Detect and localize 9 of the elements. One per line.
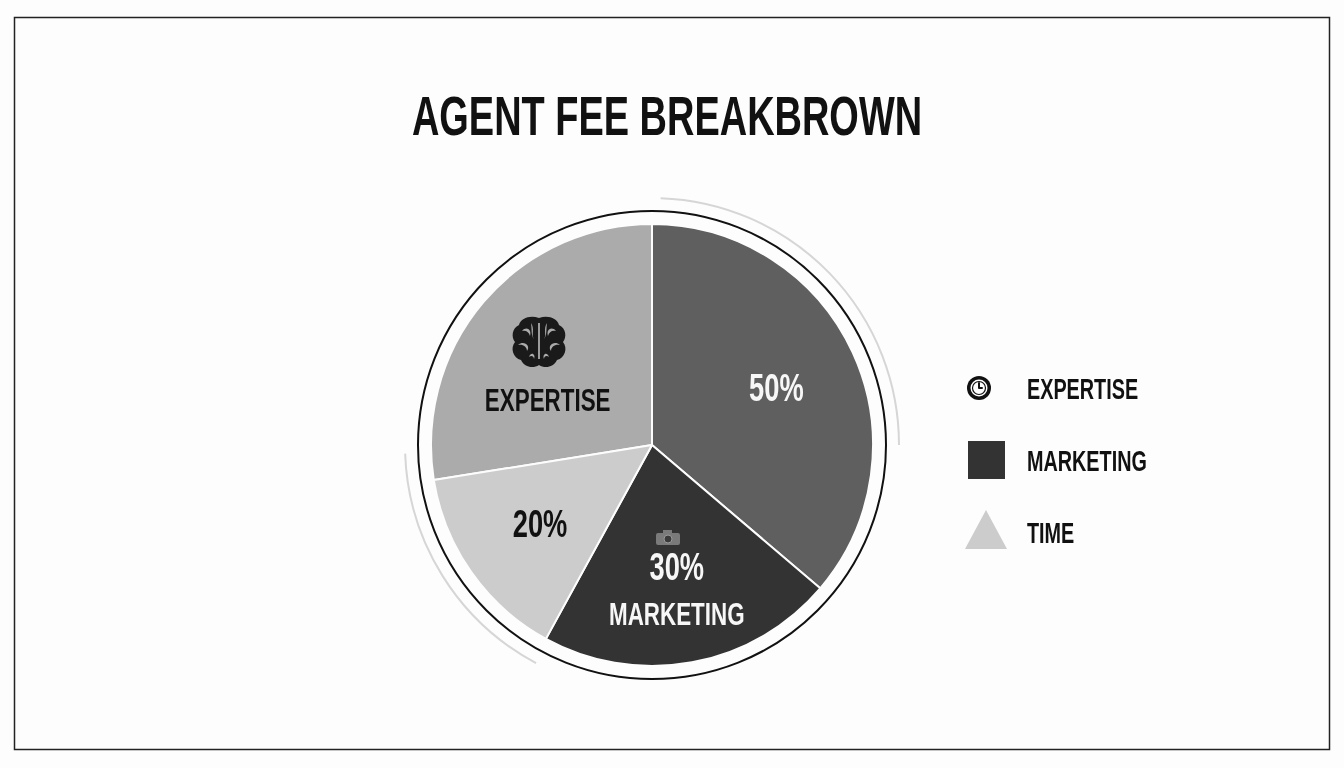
slice-label: EXPERTISE (484, 382, 611, 419)
chart-title: AGENT FEE BREAKBROWN (411, 84, 923, 147)
text: EXPERTISE (1027, 371, 1139, 405)
data-label: 20% (512, 502, 568, 546)
legend-label: MARKETING (1027, 443, 1147, 477)
legend-label: TIME (1027, 515, 1075, 549)
data-label: 30% (649, 545, 705, 588)
data-label: 50% (749, 365, 804, 409)
slice-label: MARKETING (609, 595, 745, 632)
